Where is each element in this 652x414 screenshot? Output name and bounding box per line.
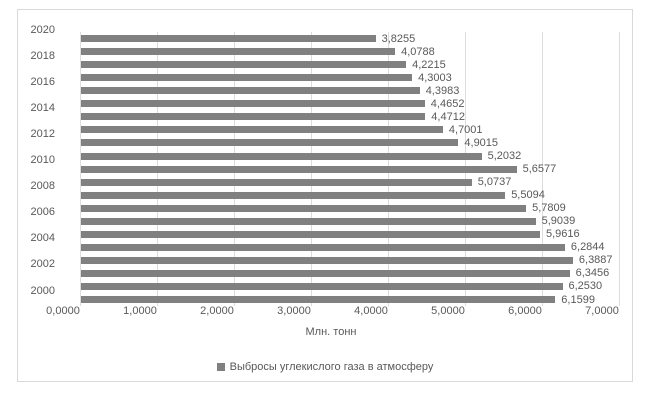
bar <box>81 100 425 108</box>
y-tick-label: 2006 <box>30 206 55 219</box>
bar <box>81 126 443 134</box>
gridline <box>619 32 620 306</box>
x-tick-label: 4,0000 <box>354 305 388 317</box>
bar-value-label: 6,2530 <box>568 280 603 293</box>
bar <box>81 87 420 95</box>
bar-value-label: 4,2215 <box>412 58 446 71</box>
y-tick-label: 2002 <box>30 258 55 271</box>
bar-value-label: 3,8255 <box>381 32 416 45</box>
bar <box>81 35 376 42</box>
bar-value-label: 6,3887 <box>578 254 613 267</box>
gridline <box>542 32 543 306</box>
bar-value-label: 5,5094 <box>511 189 545 202</box>
bar-value-label: 6,2844 <box>570 241 605 254</box>
chart-frame: 3,8255 4,0788 4,2215 4,3003 4,3983 4,4652 4,47… <box>17 9 633 382</box>
x-tick-label: 7,0000 <box>585 305 619 317</box>
y-tick-label: 2016 <box>30 75 55 88</box>
bar <box>81 230 540 238</box>
y-tick-label: 2020 <box>30 23 55 36</box>
bar-value-label: 4,3983 <box>425 84 460 97</box>
bar <box>81 256 573 264</box>
bar-value-label: 5,2032 <box>487 150 522 162</box>
bar-value-label: 4,9015 <box>464 136 499 149</box>
bar-value-label: 5,7809 <box>532 202 566 215</box>
x-tick-label: 0,0000 <box>46 305 80 317</box>
bar <box>81 61 407 69</box>
bar <box>81 296 556 303</box>
x-tick-label: 5,0000 <box>431 305 465 317</box>
gridline <box>80 32 81 306</box>
bar <box>81 165 517 173</box>
y-tick-label: 2014 <box>30 101 55 114</box>
bar <box>81 48 396 56</box>
bar-value-label: 6,3456 <box>575 267 610 280</box>
bar <box>81 152 482 160</box>
plot-area: 3,8255 4,0788 4,2215 4,3003 4,3983 4,4652 4,47… <box>80 32 620 306</box>
bar <box>81 269 570 277</box>
bar-value-label: 4,7001 <box>448 123 483 136</box>
y-tick-label: 2004 <box>30 232 55 245</box>
bar-value-label: 5,9616 <box>546 228 580 241</box>
bar-value-label: 4,0788 <box>401 45 435 58</box>
bar <box>81 217 536 225</box>
bar-value-label: 6,1599 <box>561 293 595 306</box>
legend: Выбросы углекислого газа в атмосферу <box>17 361 633 373</box>
y-tick-label: 2018 <box>30 49 55 62</box>
bar <box>81 204 527 212</box>
bar <box>81 139 459 147</box>
x-tick-label: 2,0000 <box>200 305 234 317</box>
bar <box>81 282 563 290</box>
x-tick-label: 3,0000 <box>277 305 311 317</box>
bar-value-label: 5,0737 <box>477 176 512 188</box>
legend-label: Выбросы углекислого газа в атмосферу <box>229 361 434 373</box>
bar <box>81 74 413 82</box>
legend-marker-icon <box>216 363 225 371</box>
bar-value-label: 5,6577 <box>522 163 557 175</box>
bar <box>81 113 426 121</box>
y-tick-label: 2012 <box>30 127 55 140</box>
bar-value-label: 5,9039 <box>541 215 576 228</box>
bar-value-label: 4,3003 <box>418 71 452 84</box>
bar-value-label: 4,4712 <box>431 110 465 123</box>
bar <box>81 191 506 199</box>
bar-value-label: 4,4652 <box>430 97 465 110</box>
y-tick-label: 2000 <box>30 284 55 297</box>
x-axis-title: Млн. тонн <box>305 326 357 338</box>
x-tick-label: 1,0000 <box>123 305 157 317</box>
bar <box>81 178 472 186</box>
y-tick-label: 2008 <box>30 180 55 193</box>
y-tick-label: 2010 <box>30 154 55 166</box>
x-tick-label: 6,0000 <box>508 305 542 317</box>
bar <box>81 243 565 251</box>
